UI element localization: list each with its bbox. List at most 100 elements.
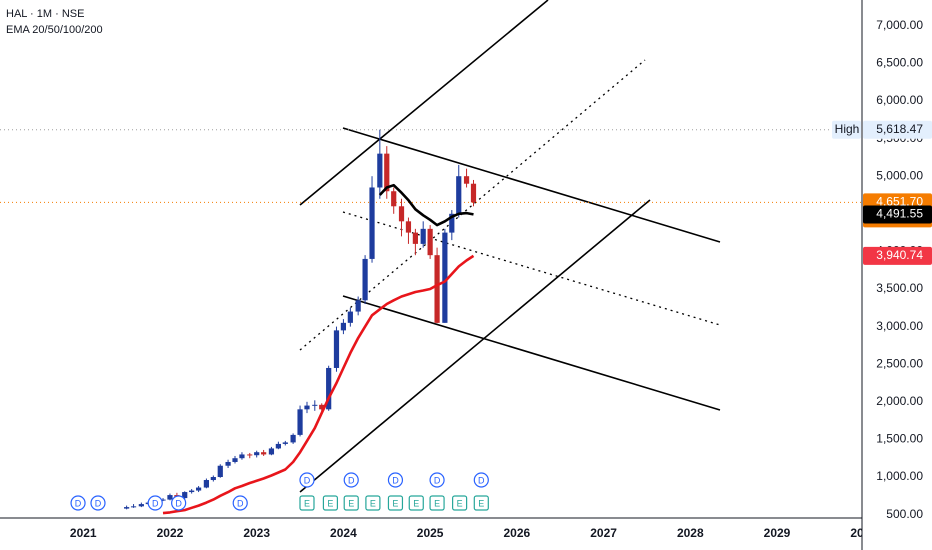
earnings-marker-label: E — [392, 498, 398, 508]
candle-body — [304, 405, 310, 410]
candle-body — [138, 504, 144, 507]
x-tick-label: 2022 — [157, 526, 184, 540]
dividend-marker-label: D — [175, 498, 182, 508]
x-axis-panel — [0, 518, 932, 550]
candle-body — [333, 330, 340, 368]
price-badge — [863, 205, 932, 224]
earnings-marker — [473, 495, 489, 511]
earnings-marker-label: E — [304, 498, 310, 508]
dividend-marker-label: D — [237, 498, 244, 508]
candle-body — [442, 232, 448, 323]
channel-line — [299, 0, 549, 206]
candle-body — [420, 228, 426, 244]
earnings-marker — [408, 495, 424, 511]
dividend-marker-label: D — [434, 475, 441, 485]
candle-body — [412, 232, 418, 244]
x-tick-label: 2024 — [330, 526, 357, 540]
dividend-marker — [473, 472, 489, 488]
candle-body — [124, 507, 130, 509]
earnings-marker — [429, 495, 445, 511]
earnings-marker-label: E — [457, 498, 463, 508]
dividend-marker — [70, 495, 86, 511]
chart-title: HAL · 1M · NSE — [6, 8, 84, 20]
dividend-marker — [90, 495, 106, 511]
y-tick-label: 7,000.00 — [876, 18, 923, 32]
candle-body — [130, 506, 137, 508]
dividend-marker-label: D — [392, 475, 399, 485]
ema-line — [378, 183, 474, 227]
price-tag-box — [832, 120, 861, 139]
dividend-marker-label: D — [304, 475, 311, 485]
price-badge-label: 5,618.47 — [876, 122, 923, 136]
candle-body — [203, 480, 209, 488]
y-tick-label: 500.00 — [886, 507, 923, 521]
candle-body — [456, 176, 462, 214]
channel-line — [342, 127, 721, 243]
y-tick-label: 6,500.00 — [876, 56, 923, 70]
x-tick-label: 2028 — [677, 526, 704, 540]
earnings-marker-label: E — [370, 498, 376, 508]
candle-body — [427, 228, 433, 256]
y-axis-panel — [862, 0, 932, 550]
price-badge — [863, 120, 932, 139]
x-tick-label: 2021 — [70, 526, 97, 540]
dividend-marker-label: D — [75, 498, 82, 508]
earnings-marker-label: E — [348, 498, 354, 508]
candle-body — [312, 404, 318, 406]
candle-body — [247, 454, 253, 456]
dividend-marker — [147, 495, 163, 511]
candle-body — [239, 454, 245, 459]
candle-body — [290, 434, 296, 443]
candle-body — [355, 300, 361, 312]
candle-body — [347, 311, 353, 323]
candle-body — [405, 221, 412, 233]
candle-body — [225, 461, 231, 466]
price-badge-label: 4,491.55 — [876, 207, 923, 221]
y-tick-label: 1,000.00 — [876, 469, 923, 483]
channel-line — [299, 199, 651, 493]
candle-body — [340, 322, 347, 331]
ema-line — [162, 254, 475, 515]
candle-body — [434, 255, 440, 323]
y-tick-label: 3,000.00 — [876, 319, 923, 333]
price-badge — [863, 246, 932, 265]
candle-body — [398, 206, 405, 222]
earnings-marker-label: E — [478, 498, 484, 508]
candle-body — [275, 443, 281, 449]
dividend-marker — [343, 472, 359, 488]
channel-line — [342, 295, 721, 411]
y-tick-label: 5,000.00 — [876, 168, 923, 182]
candle-body — [282, 442, 288, 444]
earnings-marker-label: E — [327, 498, 333, 508]
dividend-marker — [299, 472, 315, 488]
candle-body — [326, 367, 332, 410]
earnings-marker — [343, 495, 359, 511]
candle-body — [377, 153, 383, 188]
price-tag: High — [835, 122, 860, 136]
candle-body — [470, 183, 477, 203]
price-badge-label: 3,940.74 — [876, 248, 923, 262]
candle-body — [210, 477, 216, 481]
candle-body — [463, 176, 470, 184]
candle-body — [261, 452, 267, 455]
candle-body — [391, 191, 397, 207]
earnings-marker — [387, 495, 404, 511]
candle-body — [232, 458, 238, 462]
candle-body — [369, 187, 375, 259]
dividend-marker — [429, 472, 445, 488]
candle-body — [195, 487, 202, 491]
dividend-marker — [232, 495, 248, 511]
x-tick-label: 2026 — [504, 526, 531, 540]
dividend-marker — [171, 495, 187, 511]
x-tick-label: 2027 — [590, 526, 617, 540]
candle-body — [182, 492, 188, 499]
price-badge-label: 4,651.70 — [876, 195, 923, 209]
earnings-marker — [452, 495, 468, 511]
earnings-marker — [365, 495, 381, 511]
x-tick-label: 2023 — [243, 526, 270, 540]
y-tick-label: 1,500.00 — [876, 432, 923, 446]
candle-body — [254, 452, 260, 456]
